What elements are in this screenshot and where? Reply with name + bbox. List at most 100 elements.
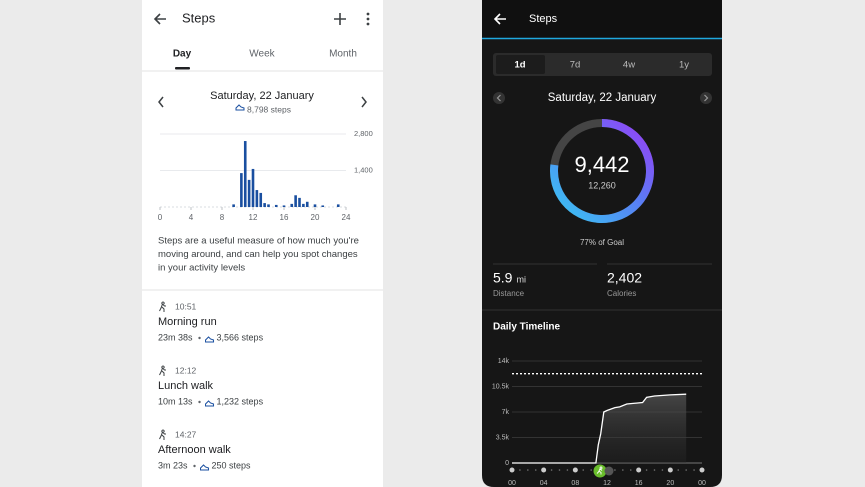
line <box>512 393 687 464</box>
walk-icon <box>159 365 166 376</box>
next-day[interactable] <box>700 92 712 104</box>
x-tick-label: 16 <box>635 480 643 487</box>
prev-day[interactable] <box>493 92 505 104</box>
y-tick-label: 1,400 <box>354 165 373 174</box>
axis-dot <box>558 469 561 471</box>
add-button[interactable] <box>334 13 346 25</box>
bar <box>267 204 270 207</box>
axis-dot <box>677 469 680 471</box>
axis-dot <box>622 469 624 471</box>
x-tick-label: 16 <box>280 213 289 222</box>
x-tick-label: 00 <box>508 480 516 487</box>
shoe-icon <box>200 464 210 471</box>
distance-unit: mi <box>516 274 526 284</box>
bar <box>243 141 247 207</box>
bar <box>259 192 263 207</box>
tab[interactable]: Week <box>249 49 275 60</box>
run-icon <box>596 466 603 475</box>
bar <box>302 203 305 207</box>
axis-dot <box>653 469 656 471</box>
activity-marker <box>593 464 607 478</box>
ring-progress <box>550 119 654 223</box>
axis-dot <box>685 469 687 471</box>
tab[interactable]: 1d <box>514 60 525 71</box>
bar <box>251 168 255 207</box>
bar <box>298 197 301 207</box>
tab[interactable]: 7d <box>570 60 581 71</box>
steps-goal: 12,260 <box>588 180 616 190</box>
x-tick-label: 8 <box>220 213 225 222</box>
y-tick-label: 7k <box>502 409 510 416</box>
menu-button[interactable] <box>366 12 370 26</box>
bar <box>255 190 259 207</box>
steps-value: 9,442 <box>574 152 629 177</box>
tab-bar <box>493 53 712 76</box>
x-tick-label: 00 <box>698 480 706 487</box>
walk-icon <box>159 301 166 312</box>
axis-dot <box>527 469 529 471</box>
activity-time: 14:27 <box>175 429 197 439</box>
walk-icon <box>159 429 166 440</box>
panel-bg <box>142 0 383 487</box>
tab[interactable]: 4w <box>623 60 635 71</box>
separator-dot <box>198 400 201 404</box>
tab[interactable]: Day <box>173 49 192 60</box>
activity-time: 10:51 <box>175 301 197 311</box>
activity-list: 10:51 Morning run 23m 38s 3,566 steps 12:12 L… <box>158 301 264 471</box>
activity-duration: 10m 13s <box>158 396 193 406</box>
bar <box>232 204 235 207</box>
axis-dot <box>550 469 553 471</box>
activity-steps: 1,232 steps <box>217 396 264 406</box>
axis-dot <box>590 469 592 471</box>
description-line: moving around, and can help you spot cha… <box>158 249 358 260</box>
axis-dot <box>645 469 648 471</box>
y-tick-label: 10.5k <box>492 383 510 390</box>
tab[interactable]: 1y <box>679 60 689 71</box>
tab[interactable]: Month <box>329 49 357 60</box>
bar <box>321 205 325 207</box>
header-bg <box>482 0 722 38</box>
separator-dot <box>198 336 201 340</box>
description-line: in your activity levels <box>158 263 245 274</box>
prev-arrow <box>496 94 501 102</box>
shoe-icon <box>205 400 215 407</box>
panel-bg <box>482 0 722 487</box>
google-fit-panel: Steps Day Week Month Saturday, 22 Januar… <box>142 0 383 487</box>
axis-dot <box>614 469 616 471</box>
date: Saturday, 22 January <box>548 92 657 104</box>
back-button[interactable] <box>493 13 506 25</box>
activity-steps: 250 steps <box>212 460 252 470</box>
axis-dot <box>534 469 537 471</box>
steps-bar-chart: 1,400 2,800 0 4 8 12 16 20 24 <box>158 129 373 222</box>
activity-name: Morning run <box>158 316 217 328</box>
garmin-panel: Steps 1d 7d 4w 1y Saturday, 22 January 9,44… <box>482 0 722 487</box>
timeline-chart: 0 3.5k 7k 10.5k 14k 00 04 08 12 16 20 00 <box>492 358 706 487</box>
bar <box>290 203 294 207</box>
prev-day[interactable] <box>158 96 164 108</box>
header-title: Steps <box>182 10 216 25</box>
description: Steps are a useful measure of how much y… <box>158 236 359 274</box>
header-title: Steps <box>529 13 558 25</box>
back-button[interactable] <box>153 13 166 25</box>
activity-name: Lunch walk <box>158 380 214 392</box>
axis-dot <box>519 469 521 471</box>
next-day[interactable] <box>361 96 367 108</box>
shoe-icon <box>205 336 215 343</box>
tick-mark <box>667 467 673 473</box>
y-tick-label: 3.5k <box>496 434 510 441</box>
total-steps: 8,798 steps <box>247 104 291 114</box>
calories-value: 2,402 <box>607 270 642 286</box>
x-tick-label: 12 <box>249 213 258 222</box>
x-tick-label: 24 <box>342 213 351 222</box>
bar <box>263 203 266 207</box>
axis-dot <box>566 469 569 471</box>
calories-label: Calories <box>607 289 636 298</box>
distance-value: 5.9 <box>493 270 513 286</box>
axis-dot <box>582 469 585 471</box>
axis-dot <box>661 469 664 471</box>
next-arrow <box>704 94 709 102</box>
tab-selected-bg <box>496 55 545 74</box>
y-tick-label: 14k <box>498 358 510 365</box>
